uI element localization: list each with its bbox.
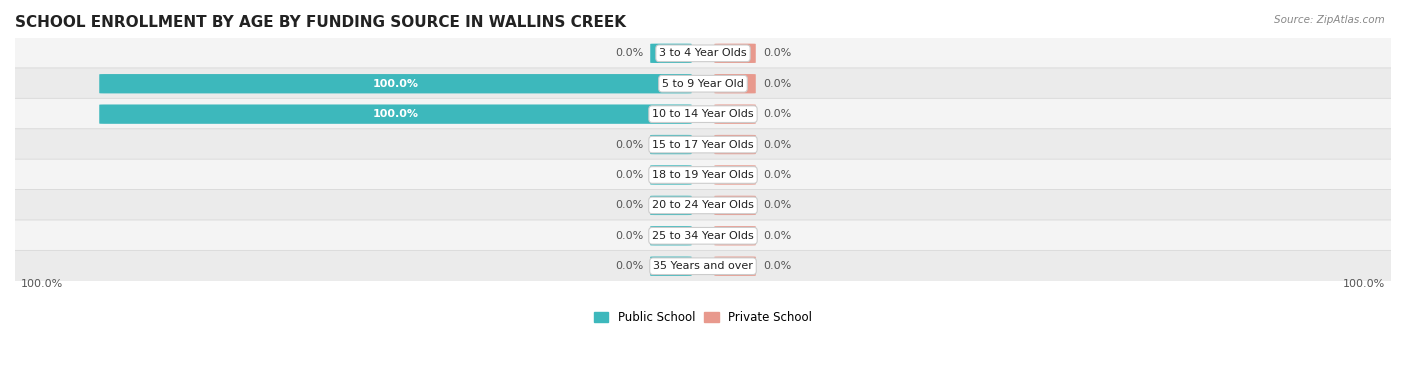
Text: 0.0%: 0.0% [614, 231, 643, 241]
Text: 25 to 34 Year Olds: 25 to 34 Year Olds [652, 231, 754, 241]
FancyBboxPatch shape [3, 98, 1403, 130]
Text: 0.0%: 0.0% [763, 139, 792, 150]
Text: 0.0%: 0.0% [614, 48, 643, 58]
FancyBboxPatch shape [714, 226, 756, 245]
FancyBboxPatch shape [3, 220, 1403, 251]
Text: 0.0%: 0.0% [614, 261, 643, 271]
FancyBboxPatch shape [650, 196, 692, 215]
Text: 0.0%: 0.0% [763, 261, 792, 271]
FancyBboxPatch shape [714, 104, 756, 124]
Text: 15 to 17 Year Olds: 15 to 17 Year Olds [652, 139, 754, 150]
Text: 0.0%: 0.0% [763, 170, 792, 180]
Text: 10 to 14 Year Olds: 10 to 14 Year Olds [652, 109, 754, 119]
Text: 0.0%: 0.0% [614, 170, 643, 180]
Text: 0.0%: 0.0% [763, 231, 792, 241]
FancyBboxPatch shape [3, 190, 1403, 221]
FancyBboxPatch shape [650, 165, 692, 185]
Text: 100.0%: 100.0% [1343, 279, 1385, 290]
Text: 5 to 9 Year Old: 5 to 9 Year Old [662, 79, 744, 89]
FancyBboxPatch shape [714, 44, 756, 63]
FancyBboxPatch shape [714, 74, 756, 93]
Text: 0.0%: 0.0% [763, 201, 792, 210]
FancyBboxPatch shape [650, 226, 692, 245]
Text: Source: ZipAtlas.com: Source: ZipAtlas.com [1274, 15, 1385, 25]
Text: 20 to 24 Year Olds: 20 to 24 Year Olds [652, 201, 754, 210]
Text: 3 to 4 Year Olds: 3 to 4 Year Olds [659, 48, 747, 58]
FancyBboxPatch shape [100, 104, 692, 124]
Text: 100.0%: 100.0% [373, 109, 419, 119]
FancyBboxPatch shape [714, 135, 756, 154]
FancyBboxPatch shape [650, 44, 692, 63]
FancyBboxPatch shape [3, 159, 1403, 191]
Text: 100.0%: 100.0% [373, 79, 419, 89]
Text: SCHOOL ENROLLMENT BY AGE BY FUNDING SOURCE IN WALLINS CREEK: SCHOOL ENROLLMENT BY AGE BY FUNDING SOUR… [15, 15, 626, 30]
FancyBboxPatch shape [714, 165, 756, 185]
Legend: Public School, Private School: Public School, Private School [589, 307, 817, 329]
FancyBboxPatch shape [3, 37, 1403, 69]
FancyBboxPatch shape [714, 256, 756, 276]
Text: 35 Years and over: 35 Years and over [652, 261, 754, 271]
FancyBboxPatch shape [3, 129, 1403, 160]
Text: 100.0%: 100.0% [21, 279, 63, 290]
FancyBboxPatch shape [3, 250, 1403, 282]
Text: 0.0%: 0.0% [763, 48, 792, 58]
FancyBboxPatch shape [3, 68, 1403, 100]
FancyBboxPatch shape [100, 74, 692, 93]
Text: 0.0%: 0.0% [614, 201, 643, 210]
Text: 0.0%: 0.0% [763, 109, 792, 119]
Text: 0.0%: 0.0% [614, 139, 643, 150]
Text: 18 to 19 Year Olds: 18 to 19 Year Olds [652, 170, 754, 180]
FancyBboxPatch shape [650, 135, 692, 154]
FancyBboxPatch shape [714, 196, 756, 215]
Text: 0.0%: 0.0% [763, 79, 792, 89]
FancyBboxPatch shape [650, 256, 692, 276]
